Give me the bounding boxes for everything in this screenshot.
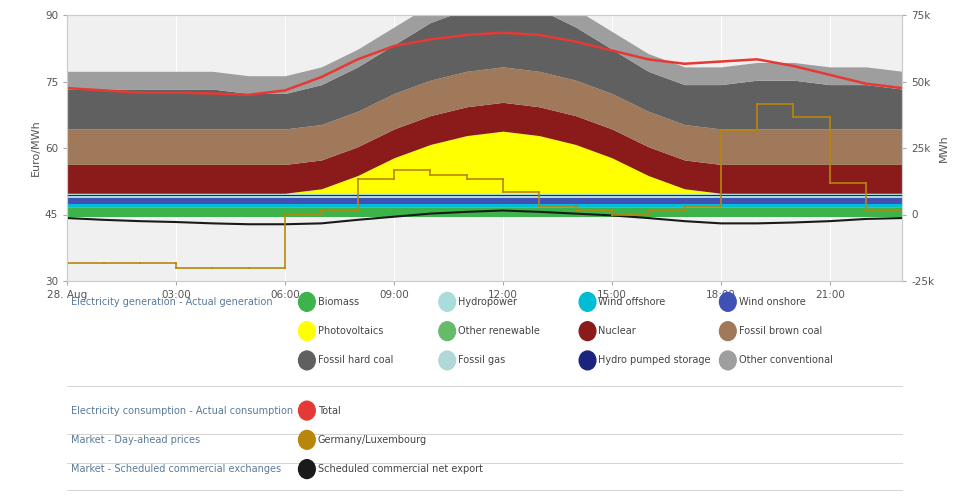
Text: Wind onshore: Wind onshore xyxy=(738,297,805,307)
Y-axis label: Euro/MWh: Euro/MWh xyxy=(31,120,40,176)
Ellipse shape xyxy=(439,351,456,370)
Ellipse shape xyxy=(439,292,456,312)
Ellipse shape xyxy=(299,292,315,312)
Text: Electricity generation - Actual generation: Electricity generation - Actual generati… xyxy=(71,297,273,307)
Text: Hydropower: Hydropower xyxy=(458,297,517,307)
Ellipse shape xyxy=(579,322,596,340)
Text: Biomass: Biomass xyxy=(318,297,359,307)
Text: Fossil gas: Fossil gas xyxy=(458,356,505,366)
Ellipse shape xyxy=(579,351,596,370)
Text: Germany/Luxembourg: Germany/Luxembourg xyxy=(318,435,427,445)
Ellipse shape xyxy=(579,292,596,312)
Ellipse shape xyxy=(719,292,736,312)
Ellipse shape xyxy=(719,322,736,340)
Ellipse shape xyxy=(299,460,315,478)
Ellipse shape xyxy=(299,351,315,370)
Ellipse shape xyxy=(719,351,736,370)
Text: Photovoltaics: Photovoltaics xyxy=(318,326,383,336)
Text: Nuclear: Nuclear xyxy=(598,326,636,336)
Text: Wind offshore: Wind offshore xyxy=(598,297,665,307)
Text: Electricity consumption - Actual consumption: Electricity consumption - Actual consump… xyxy=(71,406,294,415)
Ellipse shape xyxy=(299,430,315,449)
Text: Fossil hard coal: Fossil hard coal xyxy=(318,356,394,366)
Text: Hydro pumped storage: Hydro pumped storage xyxy=(598,356,711,366)
Text: Other renewable: Other renewable xyxy=(458,326,540,336)
Ellipse shape xyxy=(299,401,315,420)
Ellipse shape xyxy=(299,322,315,340)
Text: Scheduled commercial net export: Scheduled commercial net export xyxy=(318,464,483,474)
Text: Market - Scheduled commercial exchanges: Market - Scheduled commercial exchanges xyxy=(71,464,281,474)
Ellipse shape xyxy=(439,322,456,340)
Y-axis label: MWh: MWh xyxy=(939,134,948,162)
Text: Market - Day-ahead prices: Market - Day-ahead prices xyxy=(71,435,201,445)
Text: Other conventional: Other conventional xyxy=(738,356,832,366)
Text: Total: Total xyxy=(318,406,341,415)
Text: Fossil brown coal: Fossil brown coal xyxy=(738,326,822,336)
